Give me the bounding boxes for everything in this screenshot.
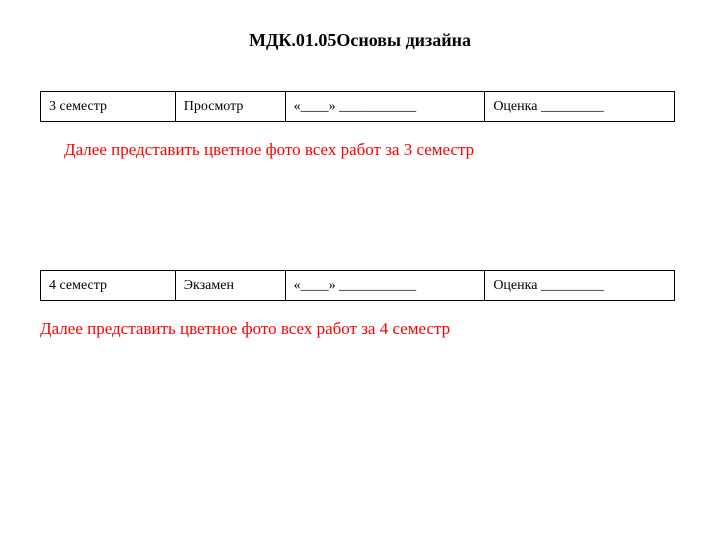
cell-semester: 3 семестр [41,92,176,122]
cell-grade: Оценка _________ [485,271,675,301]
cell-semester: 4 семестр [41,271,176,301]
note-semester-4: Далее представить цветное фото всех рабо… [40,319,680,339]
cell-type: Просмотр [175,92,285,122]
semester-block-4: 4 семестр Экзамен «____» ___________ Оце… [40,270,680,301]
cell-grade: Оценка _________ [485,92,675,122]
note-semester-3: Далее представить цветное фото всех рабо… [64,140,680,160]
cell-date: «____» ___________ [285,92,485,122]
table-row: 4 семестр Экзамен «____» ___________ Оце… [41,271,675,301]
semester-block-3: 3 семестр Просмотр «____» ___________ Оц… [40,91,680,122]
page-title: МДК.01.05Основы дизайна [40,30,680,51]
table-row: 3 семестр Просмотр «____» ___________ Оц… [41,92,675,122]
cell-type: Экзамен [175,271,285,301]
cell-date: «____» ___________ [285,271,485,301]
semester-table-4: 4 семестр Экзамен «____» ___________ Оце… [40,270,675,301]
semester-table-3: 3 семестр Просмотр «____» ___________ Оц… [40,91,675,122]
